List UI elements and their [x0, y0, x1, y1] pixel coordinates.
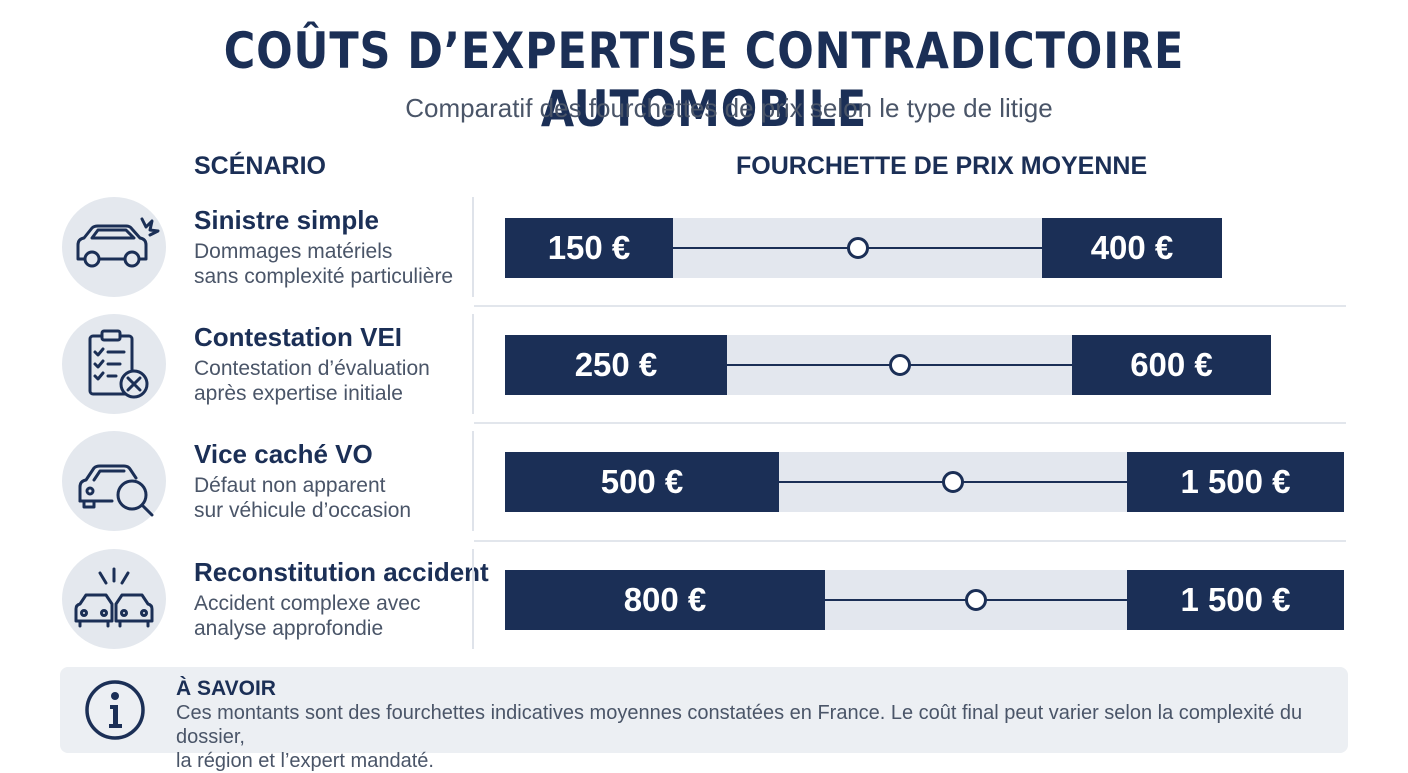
- note-text: Ces montants sont des fourchettes indica…: [176, 701, 1336, 773]
- page-title: COÛTS D’EXPERTISE CONTRADICTOIRE AUTOMOB…: [223, 22, 1185, 138]
- range-midpoint: [888, 354, 911, 376]
- icon-circle: [62, 431, 166, 531]
- row-description-line: sans complexité particulière: [194, 265, 454, 288]
- column-divider: [472, 314, 474, 414]
- icon-circle: [62, 197, 166, 297]
- row-description: Accident complexe avec analyse approfond…: [194, 591, 420, 641]
- row-divider: [474, 540, 1346, 542]
- row-title: Reconstitution accident: [194, 557, 489, 587]
- row-sinistre-simple: Sinistre simple Dommages matériels sans …: [0, 197, 1408, 305]
- range-min-label: 800 €: [505, 570, 825, 630]
- row-title: Vice caché VO: [194, 439, 373, 469]
- row-title: Contestation VEI: [194, 322, 403, 352]
- row-description-line: Défaut non apparent: [194, 474, 386, 497]
- row-description-line: après expertise initiale: [194, 382, 403, 405]
- info-note: À SAVOIR Ces montants sont des fourchett…: [60, 667, 1348, 772]
- range-midpoint: [942, 471, 964, 493]
- range-max-label: 400 €: [1042, 218, 1222, 278]
- row-divider: [474, 305, 1346, 307]
- row-title: Sinistre simple: [194, 205, 379, 235]
- range-midpoint: [965, 589, 987, 611]
- row-description-line: Accident complexe avec: [194, 592, 421, 615]
- row-description-line: Contestation d’évaluation: [194, 357, 430, 380]
- car-magnifier-icon: [78, 464, 154, 517]
- column-divider: [472, 197, 474, 297]
- column-divider: [472, 431, 474, 531]
- row-description-line: sur véhicule d’occasion: [194, 499, 412, 522]
- range-min-label: 150 €: [505, 218, 673, 278]
- row-reconstitution-accident: Reconstitution accident Accident complex…: [0, 549, 1408, 657]
- column-divider: [472, 549, 474, 649]
- clipboard-checklist-icon: [88, 329, 149, 399]
- icon-circle: [62, 314, 166, 414]
- range-min-label: 250 €: [505, 335, 727, 395]
- note-heading: À SAVOIR: [176, 677, 276, 700]
- row-vice-cache-vo: Vice caché VO Défaut non apparent sur vé…: [0, 431, 1408, 539]
- range-midpoint: [846, 237, 869, 259]
- range-max-label: 600 €: [1072, 335, 1271, 395]
- row-divider: [474, 422, 1346, 424]
- car-damage-icon: [76, 217, 160, 268]
- range-max-label: 1 500 €: [1127, 570, 1344, 630]
- row-description: Contestation d’évaluation après expertis…: [194, 356, 430, 406]
- car-collision-icon: [74, 567, 154, 628]
- row-description-line: analyse approfondie: [194, 617, 384, 640]
- note-line: Ces montants sont des fourchettes indica…: [176, 702, 1303, 748]
- row-description: Défaut non apparent sur véhicule d’occas…: [194, 473, 411, 523]
- row-description-line: Dommages matériels: [194, 240, 393, 263]
- row-description: Dommages matériels sans complexité parti…: [194, 239, 453, 289]
- scenario-column-header: SCÉNARIO: [194, 152, 326, 180]
- icon-circle: [62, 549, 166, 649]
- price-range-column-header: FOURCHETTE DE PRIX MOYENNE: [736, 152, 1148, 180]
- page-subtitle: Comparatif des fourchettes de prix selon…: [405, 93, 1053, 123]
- note-line: la région et l’expert mandaté.: [176, 750, 434, 772]
- range-max-label: 1 500 €: [1127, 452, 1344, 512]
- row-contestation-vei: Contestation VEI Contestation d’évaluati…: [0, 314, 1408, 422]
- info-icon: [85, 680, 145, 740]
- range-min-label: 500 €: [505, 452, 779, 512]
